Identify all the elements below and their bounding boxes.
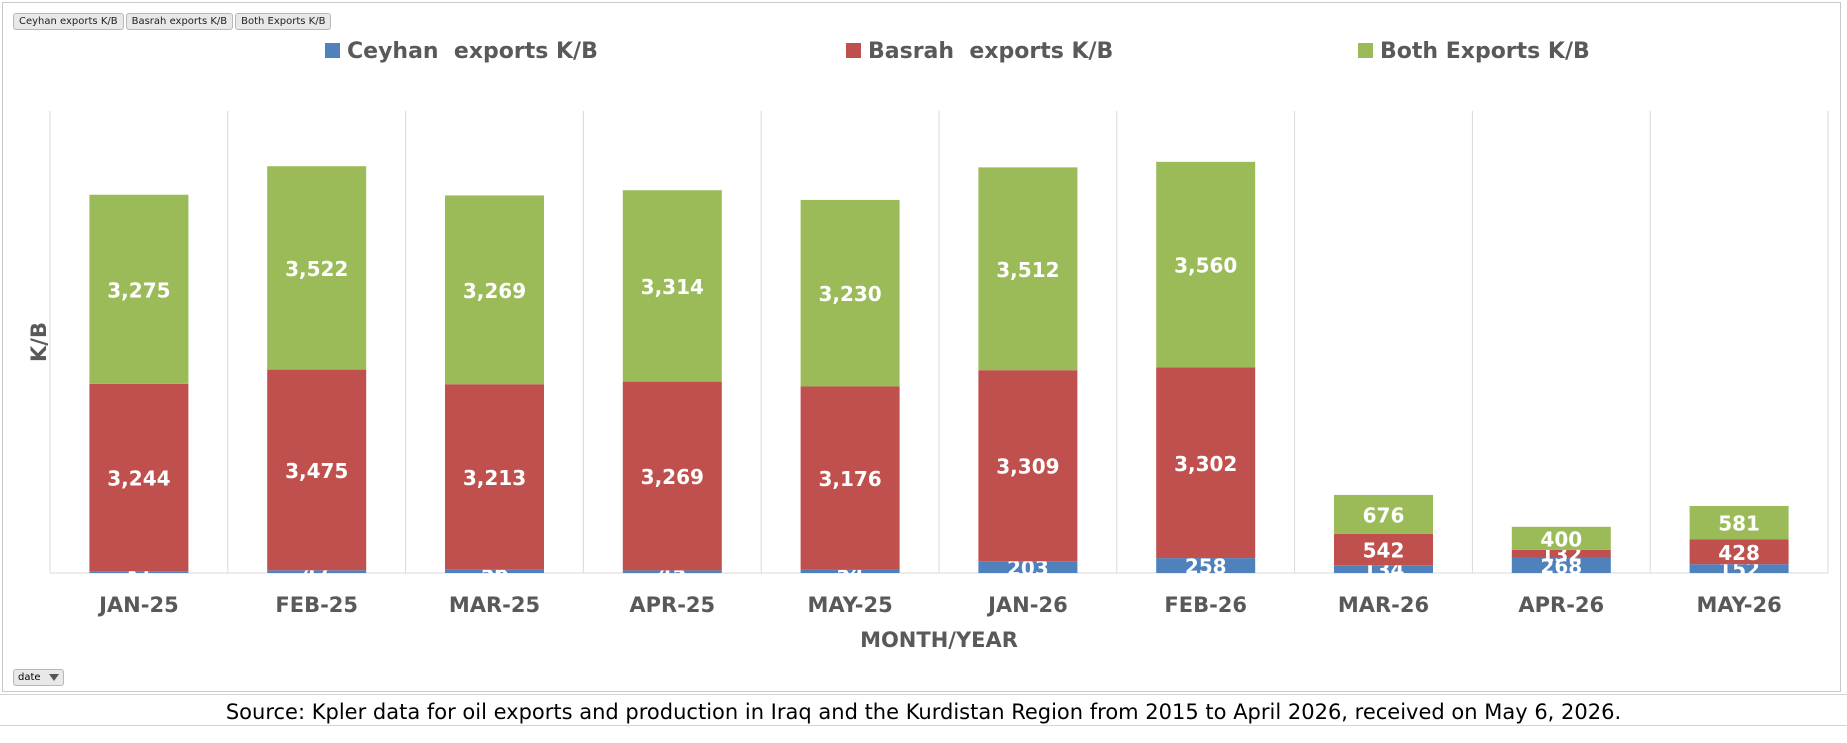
bar-segment-2 — [1511, 549, 1611, 558]
data-label: 3,213 — [463, 466, 526, 490]
bar-segment-3 — [1511, 526, 1611, 550]
legend-label: Both Exports K/B — [1380, 39, 1590, 64]
data-label: 3,269 — [463, 279, 526, 303]
data-label: 542 — [1363, 539, 1405, 563]
data-label: 3,512 — [996, 258, 1059, 282]
bar-segment-2 — [267, 369, 367, 571]
bar-segment-3 — [1689, 505, 1789, 540]
bar-segment-1 — [1689, 564, 1789, 573]
field-button-ceyhan[interactable]: Ceyhan exports K/B — [13, 13, 124, 30]
chart-area[interactable]: Ceyhan exports K/B Basrah exports K/B Bo… — [2, 2, 1841, 692]
data-label: 3,269 — [641, 465, 704, 489]
bar-segment-1 — [1334, 565, 1433, 573]
bar-segment-3 — [89, 194, 189, 384]
x-tick-label: FEB-26 — [1164, 593, 1247, 617]
bar-segment-1 — [267, 570, 367, 573]
bar-segment-2 — [1689, 539, 1789, 565]
bar-segment-2 — [89, 383, 189, 572]
filter-funnel-icon — [48, 674, 59, 681]
x-tick-label: JAN-25 — [97, 593, 179, 617]
bar-segment-2 — [800, 386, 900, 570]
filter-label: date — [18, 672, 41, 683]
data-label: 268 — [1540, 554, 1582, 578]
legend-label: Ceyhan exports K/B — [347, 39, 598, 64]
source-note: Source: Kpler data for oil exports and p… — [225, 700, 1622, 724]
data-label: 3,244 — [107, 467, 170, 491]
data-label: 3,275 — [107, 278, 170, 302]
bar-segment-2 — [1334, 533, 1433, 566]
bar-segment-3 — [445, 195, 544, 385]
bar-segment-2 — [445, 384, 544, 570]
data-label: 3,302 — [1174, 452, 1237, 476]
data-label: 3,522 — [285, 257, 348, 281]
bar-segment-1 — [445, 569, 544, 573]
pivot-field-buttons: Ceyhan exports K/B Basrah exports K/B Bo… — [13, 13, 332, 30]
data-label: 581 — [1718, 512, 1760, 536]
bar-segment-2 — [978, 370, 1078, 562]
x-tick-label: APR-25 — [629, 593, 715, 617]
x-tick-label: MAR-25 — [449, 593, 540, 617]
x-tick-label: APR-26 — [1518, 593, 1604, 617]
stacked-bar-chart: 313,2443,275JAN-25473,4753,522FEB-25563,… — [27, 39, 1829, 652]
data-label: 258 — [1185, 555, 1227, 579]
x-tick-label: MAR-26 — [1338, 593, 1429, 617]
legend-swatch-1 — [325, 43, 340, 58]
x-tick-label: MAY-25 — [807, 593, 892, 617]
data-label: 400 — [1540, 527, 1582, 551]
bar-segment-3 — [800, 199, 900, 387]
bar-segment-1 — [1511, 557, 1611, 573]
bar-segment-1 — [622, 570, 722, 573]
x-axis-title: MONTH/YEAR — [860, 628, 1018, 652]
data-label: 676 — [1363, 503, 1405, 527]
x-tick-label: JAN-26 — [986, 593, 1068, 617]
bar-segment-3 — [1156, 161, 1256, 368]
data-label: 428 — [1718, 541, 1760, 565]
data-label: 3,309 — [996, 455, 1059, 479]
data-label: 3,475 — [285, 459, 348, 483]
bar-segment-2 — [622, 381, 722, 571]
legend-swatch-2 — [846, 43, 861, 58]
bar-segment-2 — [1156, 367, 1256, 559]
x-tick-label: FEB-25 — [275, 593, 358, 617]
legend-swatch-3 — [1358, 43, 1373, 58]
source-row: Source: Kpler data for oil exports and p… — [0, 694, 1847, 726]
date-filter-button[interactable]: date — [13, 669, 64, 686]
data-label: 3,314 — [641, 275, 704, 299]
bar-segment-3 — [622, 190, 722, 382]
bar-segment-1 — [800, 569, 900, 573]
field-button-basrah[interactable]: Basrah exports K/B — [125, 13, 234, 30]
bar-segment-1 — [1156, 558, 1256, 573]
bar-segment-3 — [267, 166, 367, 370]
bar-segment-1 — [89, 571, 189, 573]
bar-segment-1 — [978, 561, 1078, 573]
data-label: 3,230 — [818, 282, 881, 306]
x-tick-label: MAY-26 — [1696, 593, 1781, 617]
data-label: 3,560 — [1174, 254, 1237, 278]
data-label: 3,176 — [818, 467, 881, 491]
legend-label: Basrah exports K/B — [868, 39, 1113, 64]
field-button-both[interactable]: Both Exports K/B — [235, 13, 332, 30]
bar-segment-3 — [1334, 494, 1433, 534]
bar-segment-3 — [978, 167, 1078, 371]
y-axis-title: K/B — [27, 322, 51, 362]
